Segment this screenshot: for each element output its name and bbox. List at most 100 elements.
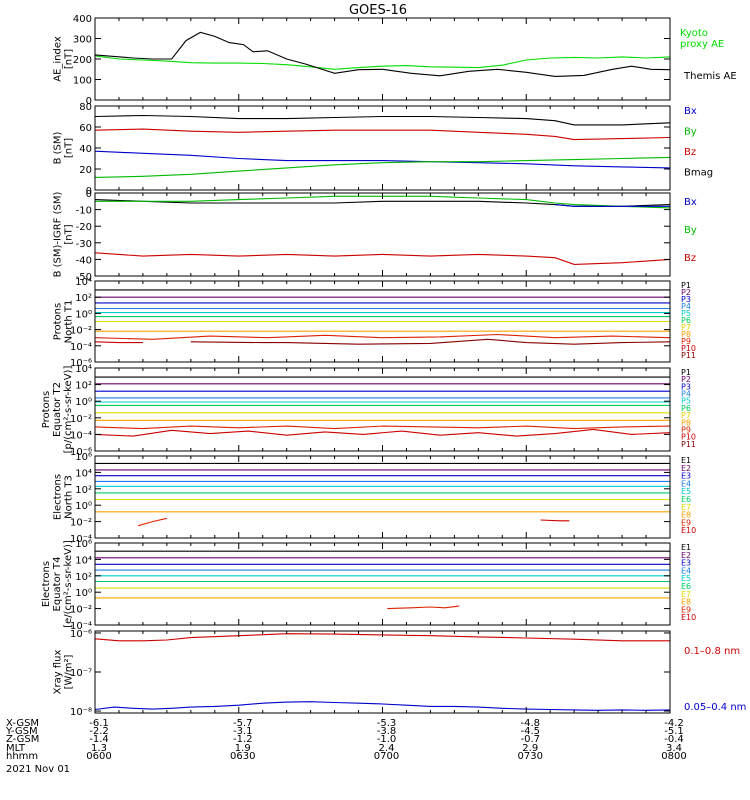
series-line-elecN-8 (137, 517, 168, 527)
legend-label-elecN: E5 (681, 487, 691, 496)
legend-label-protE: P11 (681, 440, 696, 449)
legend-label-elecN: E4 (681, 479, 691, 488)
y-axis-title: B (SM) (53, 131, 64, 164)
y-tick-label: 10⁻⁶ (70, 629, 92, 640)
legend-label-protE: P4 (681, 390, 691, 399)
legend-label-elecE: E8 (681, 598, 691, 607)
legend-label-ae: Kyoto (680, 28, 708, 39)
y-axis-title: North T1 (64, 300, 75, 344)
y-axis-title: [p/(cm²-s-sr-keV)] (63, 366, 74, 454)
legend-label-protN: P11 (681, 351, 696, 360)
legend-label-protE: P6 (681, 404, 691, 413)
series-line-protN-10 (190, 338, 671, 345)
y-axis-title: Equator T4 (52, 557, 63, 612)
series-line-xray-1 (94, 701, 671, 711)
y-tick-label: 10² (75, 572, 92, 583)
series-line-bsm-1 (94, 128, 671, 141)
y-tick-label: 0 (86, 189, 92, 200)
legend-label-elecE: E4 (681, 566, 691, 575)
legend-label-protN: P5 (681, 309, 691, 318)
y-axis-title: North T3 (64, 475, 75, 519)
legend-label-protE: P7 (681, 411, 691, 420)
y-tick-label: 10⁰ (75, 501, 92, 512)
legend-label-elecE: E5 (681, 574, 691, 583)
footer-value: 2.4 (379, 743, 395, 754)
series-line-bigrf-1 (95, 195, 671, 209)
footer-value: -3.1 (233, 726, 253, 737)
series-line-bigrf-3 (94, 252, 671, 265)
legend-label-protE: P5 (681, 397, 691, 406)
legend-label-elecN: E10 (681, 526, 696, 535)
footer-value: -2.2 (89, 726, 109, 737)
y-axis-title: [e/(cm²-s-sr-keV)] (63, 540, 74, 628)
footer-value: -1.0 (377, 734, 397, 745)
y-tick-label: 10⁰ (75, 397, 92, 408)
footer-row-label: 2021 Nov 01 (6, 764, 70, 775)
legend-label-ae: proxy AE (680, 39, 724, 50)
panel-bigrf: -50 -40 -30 -20 -10 0 B (SM)-IGRF (SM) [nT] Bx By… (53, 189, 697, 283)
series-line-protE-8 (94, 425, 671, 430)
legend-label-bsm: Bz (684, 147, 696, 158)
legend-label-bsm: Bx (684, 106, 697, 117)
y-axis-title: Electrons (41, 561, 52, 607)
footer-value: -4.8 (520, 718, 540, 729)
y-tick-label: -50 (76, 272, 92, 283)
legend-label-protN: P4 (681, 302, 691, 311)
panel-elecE: 10⁻⁴ 10⁻² 10⁰ 10² 10⁴ 10⁶ Electrons Equator T4[… (41, 539, 696, 632)
y-tick-label: 10⁴ (75, 555, 92, 566)
legend-label-elecN: E2 (681, 464, 691, 473)
footer-value: 3.4 (666, 743, 682, 754)
y-tick-label: 10⁻⁴ (70, 430, 92, 441)
legend-label-protN: P9 (681, 337, 691, 346)
legend-label-protE: P3 (681, 382, 691, 391)
y-axis-title: Xray flux (53, 650, 64, 695)
series-line-ae-1 (94, 31, 671, 77)
legend-label-protN: P3 (681, 295, 691, 304)
legend-label-bigrf: Bz (684, 253, 696, 264)
footer-value: -1.2 (233, 734, 253, 745)
panel-frame-elecN (94, 455, 671, 539)
series-line-protN-8 (94, 333, 671, 340)
legend-label-protN: P2 (681, 288, 691, 297)
y-axis-title: [nT] (64, 224, 75, 244)
y-tick-label: 10⁻² (70, 414, 92, 425)
footer-value: -6.1 (89, 718, 109, 729)
series-line-elecN-9 (540, 519, 570, 522)
y-tick-label: 0 (86, 96, 92, 107)
legend-label-protE: P9 (681, 425, 691, 434)
legend-label-elecE: E10 (681, 613, 696, 622)
legend-label-protN: P1 (681, 281, 691, 290)
legend-label-xray: 0.05–0.4 nm (684, 702, 746, 713)
y-tick-label: 0 (86, 186, 92, 197)
footer-value: 1.9 (235, 743, 251, 754)
y-tick-label: 80 (79, 102, 92, 113)
legend-label-protN: P10 (681, 344, 696, 353)
panel-frame-bsm (94, 105, 671, 191)
plot-title: GOES-16 (349, 3, 407, 18)
legend-label-elecE: E3 (681, 559, 691, 568)
footer-value: 0700 (374, 751, 399, 762)
footer-value: -4.2 (664, 718, 684, 729)
series-line-bsm-2 (94, 150, 671, 169)
y-tick-label: 10⁻⁴ (70, 534, 92, 545)
legend-label-bsm: Bmag (684, 168, 713, 179)
panel-protE: 10⁻⁶ 10⁻⁴ 10⁻² 10⁰ 10² 10⁴ Protons Equator T2 [p… (41, 364, 696, 458)
legend-label-protE: P2 (681, 375, 691, 384)
series-line-bsm-0 (94, 114, 671, 126)
legend-label-elecE: E1 (681, 543, 691, 552)
legend-label-elecN: E1 (681, 456, 691, 465)
legend-label-elecE: E6 (681, 582, 691, 591)
y-tick-label: -30 (76, 239, 92, 250)
y-axis-title: AE_index (53, 36, 64, 82)
y-tick-label: 10⁴ (75, 277, 92, 288)
y-tick-label: 10⁻⁷ (70, 668, 92, 679)
series-line-bsm-3 (94, 156, 671, 178)
panel-bsm: 0 20 40 60 80 B (SM) [nT] Bx By Bz Bmag (53, 102, 714, 197)
footer-value: 0730 (518, 751, 543, 762)
y-axis-title: [nT] (64, 138, 75, 158)
y-tick-label: 10⁻⁶ (70, 447, 92, 458)
